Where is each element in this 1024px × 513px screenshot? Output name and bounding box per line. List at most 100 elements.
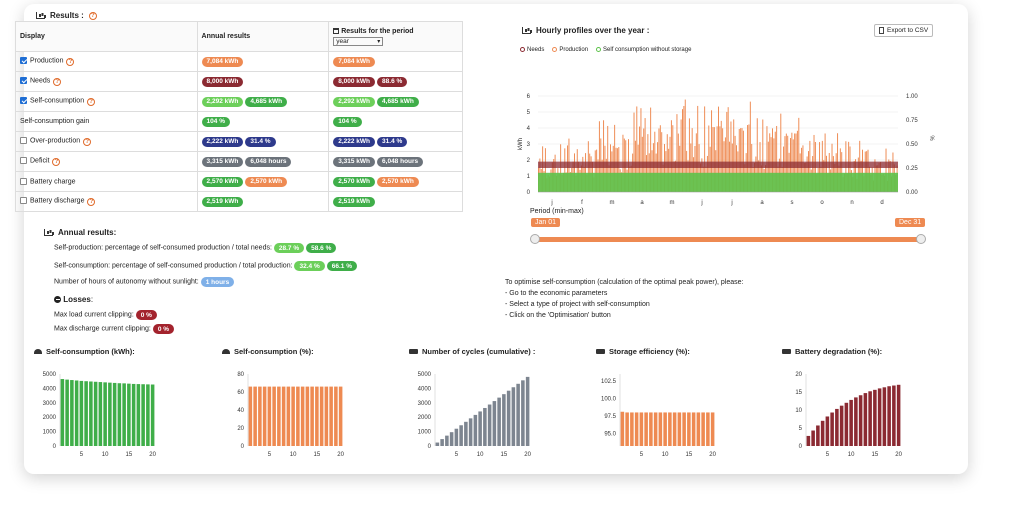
production-bar <box>686 150 688 192</box>
bar <box>65 379 69 446</box>
y-tick-label: 0 <box>527 190 531 196</box>
help-icon[interactable]: ? <box>66 57 75 66</box>
value-badge: 2,292 kWh <box>333 96 376 107</box>
legend-item[interactable]: Self consumption without storage <box>596 47 691 53</box>
production-bar <box>682 109 683 192</box>
value-badge: 7,084 kWh <box>333 56 376 67</box>
help-icon[interactable]: ? <box>88 11 97 20</box>
annual-results-title-text: Annual results: <box>58 228 117 237</box>
y-tick-label: 2 <box>527 158 531 164</box>
x-tick-label: 15 <box>872 452 879 458</box>
production-bar <box>644 118 646 192</box>
range-end-handle[interactable] <box>916 234 926 244</box>
annual-cell: 8,000 kWh <box>196 71 330 92</box>
help-icon[interactable]: ? <box>87 97 96 106</box>
self-kwh-title: Self-consumption (kWh): <box>34 347 135 356</box>
bar <box>248 386 253 446</box>
x-tick-label: 10 <box>477 452 484 458</box>
production-bar <box>680 119 682 192</box>
row-label: Self-consumption <box>30 97 85 105</box>
x-tick-label: n <box>850 200 853 206</box>
max-load-badge: 0 % <box>135 310 157 320</box>
production-bar <box>766 126 768 192</box>
display-checkbox[interactable] <box>20 77 27 85</box>
production-bar <box>665 151 667 192</box>
bar <box>127 383 131 446</box>
period-range-track[interactable] <box>535 237 921 242</box>
bar <box>258 386 262 446</box>
value-badge: 2,222 kWh <box>333 136 376 147</box>
production-bar <box>738 128 740 192</box>
help-icon[interactable]: ? <box>87 197 96 206</box>
row-label-cell: Over-production? <box>15 131 198 152</box>
production-bar <box>867 149 869 192</box>
x-tick-label: 20 <box>337 452 344 458</box>
results-title-text: Results : <box>50 11 84 20</box>
bar <box>682 412 686 446</box>
y-axis-label: kWh <box>518 138 524 150</box>
legend-label: Self consumption without storage <box>603 47 692 54</box>
legend-item[interactable]: Needs <box>520 47 544 53</box>
display-checkbox[interactable] <box>20 137 27 145</box>
x-tick-label: j <box>700 200 702 206</box>
display-checkbox[interactable] <box>20 157 27 165</box>
display-checkbox[interactable] <box>20 57 27 65</box>
x-tick-label: 20 <box>524 452 531 458</box>
legend-item[interactable]: Production <box>552 47 588 53</box>
value-badge: 2,570 kWh <box>245 176 288 187</box>
y-tick-label: 0 <box>53 444 57 450</box>
production-bar <box>745 153 747 192</box>
header-period-text: Results for the period <box>341 27 414 35</box>
bar <box>291 386 295 446</box>
help-icon[interactable]: ? <box>53 77 62 86</box>
x-tick-label: j <box>550 200 552 206</box>
production-bar <box>585 153 587 192</box>
period-cell: 2,292 kWh 4,685 kWh <box>328 91 463 112</box>
bar <box>89 381 93 446</box>
period-select[interactable]: year <box>333 36 384 46</box>
cycles-title: Number of cycles (cumulative) : <box>409 347 535 356</box>
degradation-title: Battery degradation (%): <box>782 347 882 356</box>
production-bar <box>709 146 711 192</box>
display-checkbox[interactable] <box>20 197 27 205</box>
y-tick-label: 3000 <box>43 401 57 407</box>
value-badge: 8,000 kWh <box>333 76 376 87</box>
help-icon[interactable]: ? <box>52 157 61 166</box>
bar <box>445 435 449 446</box>
collapse-icon[interactable] <box>54 296 61 304</box>
display-checkbox[interactable] <box>20 97 27 105</box>
display-checkbox[interactable] <box>20 177 27 185</box>
x-tick-label: m <box>670 200 675 206</box>
production-bar <box>762 119 764 192</box>
bar <box>319 386 324 446</box>
production-bar <box>862 149 863 192</box>
range-start-handle[interactable] <box>530 234 540 244</box>
production-bar <box>747 125 749 192</box>
bar <box>844 402 849 446</box>
bar <box>324 386 329 446</box>
value-badge: 31.4 % <box>377 136 408 147</box>
row-label: Over-production <box>30 137 81 145</box>
production-bar <box>664 144 665 192</box>
help-icon[interactable]: ? <box>83 137 92 146</box>
production-bar <box>632 153 634 192</box>
production-bar <box>716 126 718 192</box>
storage-chart: 95.0 97.5 100.0 102.5 5 10 15 20 <box>601 374 717 458</box>
hourly-legend: Needs Production Self consumption without … <box>520 47 691 53</box>
value-badge: 3,315 kWh <box>201 156 244 167</box>
production-bar <box>742 130 744 192</box>
x-tick-label: 10 <box>662 452 669 458</box>
bar <box>892 385 896 446</box>
production-bar <box>801 147 803 192</box>
table-row: Self-consumption gain 104 % 104 % <box>15 111 463 132</box>
production-bar <box>658 128 660 192</box>
production-bar <box>892 152 894 192</box>
hourly-title: Hourly profiles over the year : <box>522 26 649 35</box>
production-bar <box>670 120 672 192</box>
bar <box>687 412 691 446</box>
value-badge: 3,315 kWh <box>333 156 376 167</box>
x-tick-label: 20 <box>895 452 902 458</box>
production-bar <box>598 121 600 192</box>
export-csv-button[interactable]: Export to CSV <box>874 24 934 37</box>
production-bar <box>698 144 700 192</box>
